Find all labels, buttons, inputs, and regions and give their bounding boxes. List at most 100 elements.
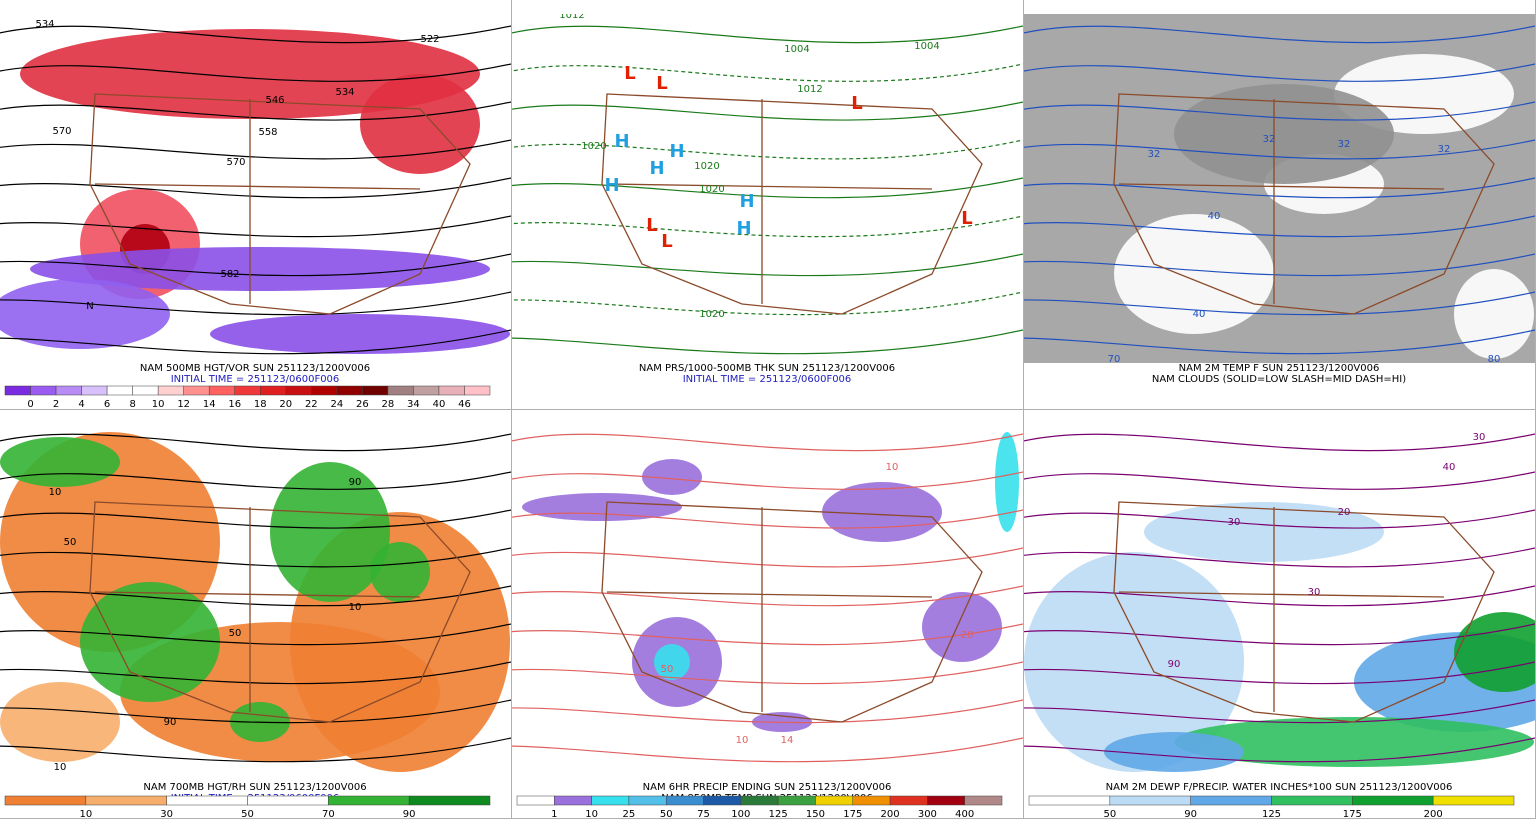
field-shading [0,437,120,487]
legend-label: 24 [330,399,343,410]
legend-label: 1 [551,809,557,819]
map-label: 10 [736,735,749,746]
map-label: 30 [1308,587,1321,598]
map-label: 546 [265,95,284,106]
map-label: 1020 [699,309,724,320]
contour-line [0,547,511,568]
legend-label: 400 [955,809,974,819]
contour-line [1024,737,1535,763]
map-outline [601,93,983,315]
legend-swatch [362,385,389,396]
caption: NAM 700MB HGT/RH SUN 251123/1200V006 [143,782,366,793]
map-outline [1113,501,1495,723]
map: 534 522 546 534 570 558 570 582 N [0,14,511,363]
map-label: 80 [1488,354,1501,365]
legend-label: 34 [407,399,420,410]
legend-label: 20 [279,399,292,410]
legend-swatch [387,385,414,396]
map-label: 30 [1473,432,1486,443]
map-label: L [851,93,862,114]
legend-swatch [1432,795,1515,806]
map-label: 1004 [914,41,939,52]
legend-label: 200 [881,809,900,819]
map-label: 32 [1438,144,1451,155]
contour-line [1024,661,1535,685]
contour-line [1024,547,1535,568]
contour-line [512,661,1023,685]
field-shading [1114,214,1274,334]
contour-line [0,699,511,724]
map-label: H [614,131,629,152]
field-shading [370,542,430,602]
legend-label: 8 [129,399,135,410]
contour-line [1024,433,1535,452]
map-label: H [739,191,754,212]
map-label: H [604,175,619,196]
contour-line [1024,177,1535,199]
contour-line [512,699,1023,724]
legend-label: 10 [79,809,92,819]
map-label: 50 [229,628,242,639]
map-label: N [86,301,93,312]
contour-line [0,329,511,355]
caption: INITIAL TIME = 251123/0600F006 [171,374,340,385]
contour-line [0,291,511,316]
legend-swatch [328,795,410,806]
map-outline [1113,93,1495,315]
legend-label: 125 [769,809,788,819]
legend-label: 30 [160,809,173,819]
contour-line [512,101,1023,121]
caption: NAM 6HR PRECIP ENDING SUN 251123/1200V00… [643,782,892,793]
legend-swatch [1271,795,1353,806]
map-label: 30 [1228,517,1241,528]
caption: NAM 500MB HGT/VOR SUN 251123/1200V006 [140,363,370,374]
contour-line [512,139,1023,160]
contour-line [0,25,511,44]
legend-swatch [106,385,133,396]
legend-label: 28 [382,399,395,410]
map-label: 90 [349,477,362,488]
caption: NAM 2M TEMP F SUN 251123/1200V006 [1179,363,1380,374]
legend-swatch [311,385,338,396]
legend-swatch [703,795,742,806]
field-shading [1174,717,1534,767]
map: 32 32 32 32 40 40 70 80 [1024,14,1535,365]
contour-line [1024,509,1535,529]
legend-swatch [408,795,491,806]
legend-swatch [157,385,184,396]
contour-line [512,63,1023,82]
legend-swatch [81,385,108,396]
legend-label: 12 [177,399,190,410]
field-shading [995,432,1019,532]
legend-label: 10 [152,399,165,410]
contour-line [1024,585,1535,607]
legend-swatch [1028,795,1111,806]
caption: NAM 2M DEWP F/PRECIP. WATER INCHES*100 S… [1106,782,1453,793]
field-shading [642,459,702,495]
contour-line [512,509,1023,529]
legend-swatch [336,385,363,396]
map-label: 20 [961,630,974,641]
map-label: L [624,63,635,84]
legend-label: 125 [1262,809,1281,819]
field-shading [1174,84,1394,184]
legend-label: 90 [403,809,416,819]
legend-label: 10 [585,809,598,819]
legend-label: 150 [806,809,825,819]
map-label: 40 [1208,211,1221,222]
contour-line [1024,699,1535,724]
legend-label: 26 [356,399,369,410]
legend-swatch [927,795,965,806]
contour-line [1024,101,1535,121]
field-shading [1454,269,1534,359]
map-label: 50 [64,537,77,548]
legend-swatch [438,385,465,396]
legend-label: 100 [731,809,750,819]
contour-line [0,215,511,238]
legend-label: 16 [228,399,241,410]
legend-swatch [413,385,440,396]
map-label: 10 [54,762,67,773]
